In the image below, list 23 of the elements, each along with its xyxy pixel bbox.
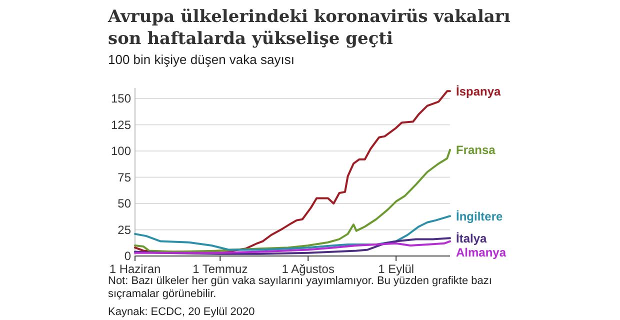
x-tick-label: 1 Temmuz — [192, 262, 248, 276]
chart-title: Avrupa ülkelerindeki koronavirüs vakaları son haftalarda yükselişe geçti — [107, 7, 511, 49]
line-series — [134, 240, 451, 254]
series-label: İngiltere — [456, 209, 503, 224]
y-tick-label: 0 — [124, 249, 132, 264]
chart-subtitle: 100 bin kişiye düşen vaka sayısı — [108, 52, 294, 67]
x-tick-label: 1 Haziran — [109, 262, 161, 276]
text: Kaynak: ECDC, 20 Eylül 2020 — [108, 306, 255, 318]
series-label: İtalya — [456, 231, 488, 246]
series-label: İspanya — [456, 84, 502, 98]
text: Not: Bazı ülkeler her gün vaka sayılarını yayımlamıyor. Bu yüzden grafikte bazı sıçramalar görünebilir. — [108, 275, 492, 300]
y-tick-label: 150 — [110, 92, 132, 106]
line-series — [134, 148, 451, 253]
x-tick-label: 1 Ağustos — [282, 262, 334, 276]
series-label: Almanya — [456, 245, 506, 260]
y-tick-label: 25 — [118, 222, 132, 237]
y-tick-label: 125 — [110, 118, 132, 132]
series-label: Fransa — [456, 143, 496, 158]
y-tick-label: 75 — [118, 170, 132, 184]
x-tick-label: 1 Eylül — [378, 262, 414, 276]
y-tick-label: 50 — [118, 196, 132, 211]
y-tick-label: 100 — [110, 144, 132, 158]
line-series — [134, 215, 451, 251]
